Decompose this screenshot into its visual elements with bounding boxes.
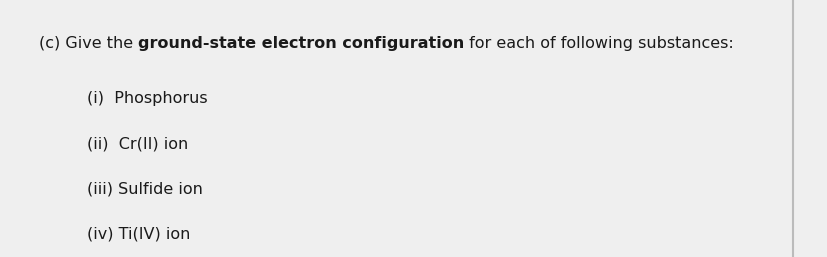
Text: (c) Give the: (c) Give the: [39, 36, 138, 51]
Text: (ii)  Cr(II) ion: (ii) Cr(II) ion: [87, 136, 188, 151]
Text: (iv) Ti(IV) ion: (iv) Ti(IV) ion: [87, 226, 190, 241]
Text: (i)  Phosphorus: (i) Phosphorus: [87, 91, 208, 106]
Text: ground-state electron configuration: ground-state electron configuration: [138, 36, 464, 51]
Text: (iii) Sulfide ion: (iii) Sulfide ion: [87, 181, 203, 196]
Text: for each of following substances:: for each of following substances:: [464, 36, 734, 51]
